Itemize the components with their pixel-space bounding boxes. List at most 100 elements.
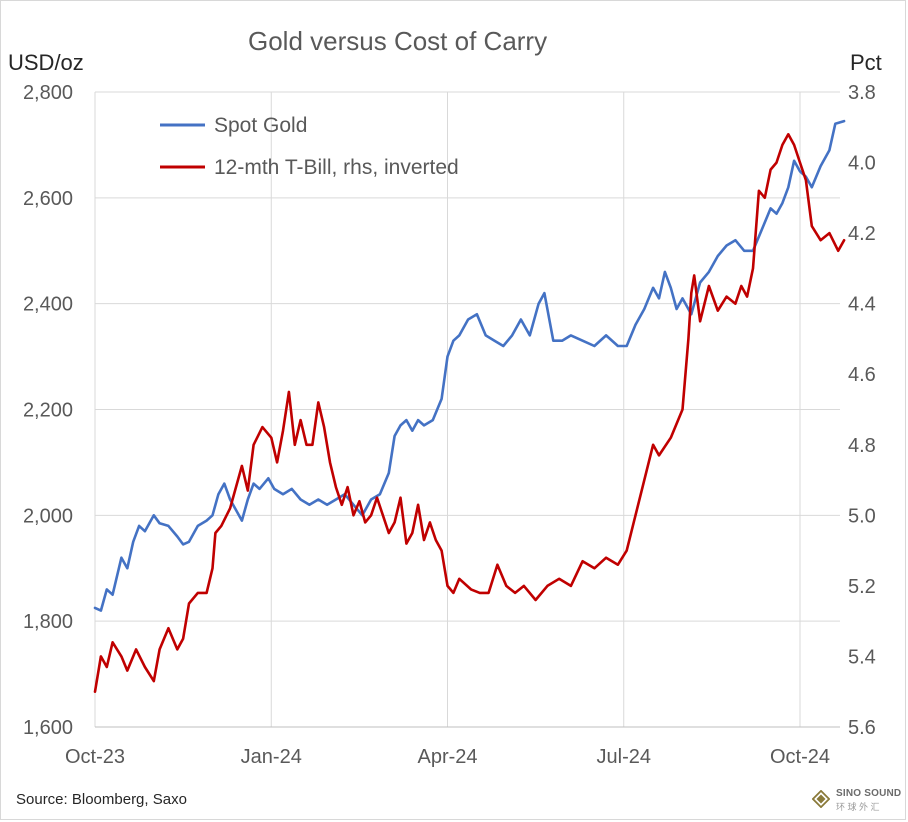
- data-point-t-bill: [764, 197, 766, 199]
- chart-title: Gold versus Cost of Carry: [248, 26, 548, 56]
- data-point-t-bill: [447, 585, 449, 587]
- axes: [94, 92, 840, 728]
- data-point-spot-gold: [788, 187, 790, 189]
- data-point-spot-gold: [197, 525, 199, 527]
- data-point-spot-gold: [394, 435, 396, 437]
- source-note: Source: Bloomberg, Saxo: [16, 791, 187, 808]
- data-point-t-bill: [159, 649, 161, 651]
- data-point-t-bill: [670, 437, 672, 439]
- data-point-t-bill: [652, 444, 654, 446]
- legend-label-spot-gold: Spot Gold: [214, 114, 307, 137]
- diamond-logo-icon: [812, 790, 830, 808]
- left-axis-unit-label: USD/oz: [8, 50, 84, 75]
- data-point-spot-gold: [106, 589, 108, 591]
- data-point-t-bill: [514, 592, 516, 594]
- data-point-t-bill: [168, 627, 170, 629]
- data-point-spot-gold: [538, 303, 540, 305]
- data-point-t-bill: [843, 239, 845, 241]
- data-point-t-bill: [318, 402, 320, 404]
- data-point-spot-gold: [268, 478, 270, 480]
- data-point-t-bill: [288, 391, 290, 393]
- data-point-t-bill: [121, 656, 123, 658]
- data-point-spot-gold: [699, 282, 701, 284]
- data-point-spot-gold: [644, 308, 646, 310]
- right-tick-label: 4.4: [848, 294, 876, 316]
- data-point-t-bill: [212, 568, 214, 570]
- data-point-spot-gold: [300, 499, 302, 501]
- data-point-spot-gold: [326, 504, 328, 506]
- data-point-t-bill: [376, 497, 378, 499]
- data-point-t-bill: [276, 462, 278, 464]
- data-point-t-bill: [435, 539, 437, 541]
- data-point-spot-gold: [379, 493, 381, 495]
- data-point-t-bill: [229, 508, 231, 510]
- gridlines: [95, 91, 840, 728]
- right-tick-label: 5.4: [848, 646, 876, 668]
- data-point-t-bill: [788, 134, 790, 136]
- data-point-t-bill: [271, 437, 273, 439]
- left-tick-label: 1,800: [23, 611, 73, 633]
- data-point-spot-gold: [291, 488, 293, 490]
- data-point-spot-gold: [811, 187, 813, 189]
- data-point-spot-gold: [441, 398, 443, 400]
- data-point-t-bill: [347, 486, 349, 488]
- data-point-spot-gold: [406, 419, 408, 421]
- data-point-t-bill: [799, 162, 801, 164]
- data-point-t-bill: [635, 515, 637, 517]
- left-tick-label: 2,600: [23, 188, 73, 210]
- data-point-t-bill: [594, 568, 596, 570]
- data-point-t-bill: [312, 444, 314, 446]
- data-point-t-bill: [359, 500, 361, 502]
- watermark: SINO SOUND 环 球 外 汇: [810, 786, 902, 816]
- data-point-t-bill: [782, 144, 784, 146]
- data-point-t-bill: [691, 292, 693, 294]
- data-point-t-bill: [106, 666, 108, 668]
- data-point-t-bill: [364, 522, 366, 524]
- data-point-spot-gold: [761, 229, 763, 231]
- data-point-spot-gold: [138, 525, 140, 527]
- data-point-t-bill: [206, 592, 208, 594]
- data-point-spot-gold: [776, 213, 778, 215]
- data-point-t-bill: [300, 419, 302, 421]
- right-tick-label: 4.8: [848, 435, 876, 457]
- data-point-t-bill: [253, 444, 255, 446]
- data-point-t-bill: [282, 430, 284, 432]
- data-point-t-bill: [221, 525, 223, 527]
- data-point-spot-gold: [670, 287, 672, 289]
- data-point-t-bill: [335, 486, 337, 488]
- data-point-spot-gold: [235, 509, 237, 511]
- data-point-t-bill: [506, 585, 508, 587]
- data-point-t-bill: [406, 543, 408, 545]
- data-point-spot-gold: [417, 419, 419, 421]
- data-point-spot-gold: [503, 345, 505, 347]
- data-point-t-bill: [247, 490, 249, 492]
- data-point-spot-gold: [799, 171, 801, 173]
- data-point-t-bill: [776, 162, 778, 164]
- data-point-t-bill: [382, 515, 384, 517]
- data-point-spot-gold: [94, 607, 96, 609]
- data-point-spot-gold: [494, 340, 496, 342]
- right-tick-label: 3.8: [848, 82, 876, 104]
- data-point-spot-gold: [582, 340, 584, 342]
- data-point-spot-gold: [735, 239, 737, 241]
- x-tick-label: Oct-24: [770, 746, 830, 768]
- data-point-t-bill: [470, 589, 472, 591]
- data-point-spot-gold: [635, 324, 637, 326]
- data-point-spot-gold: [782, 202, 784, 204]
- data-point-t-bill: [144, 666, 146, 668]
- data-point-spot-gold: [253, 483, 255, 485]
- data-point-spot-gold: [112, 594, 114, 596]
- data-point-spot-gold: [829, 149, 831, 151]
- data-point-spot-gold: [658, 298, 660, 300]
- data-point-spot-gold: [353, 504, 355, 506]
- data-point-spot-gold: [182, 544, 184, 546]
- data-point-spot-gold: [459, 335, 461, 337]
- data-point-t-bill: [370, 515, 372, 517]
- data-point-spot-gold: [529, 335, 531, 337]
- data-point-t-bill: [746, 296, 748, 298]
- data-point-spot-gold: [717, 255, 719, 257]
- data-point-t-bill: [644, 479, 646, 481]
- data-point-spot-gold: [485, 335, 487, 337]
- watermark-name: SINO SOUND: [836, 788, 902, 799]
- data-point-t-bill: [400, 497, 402, 499]
